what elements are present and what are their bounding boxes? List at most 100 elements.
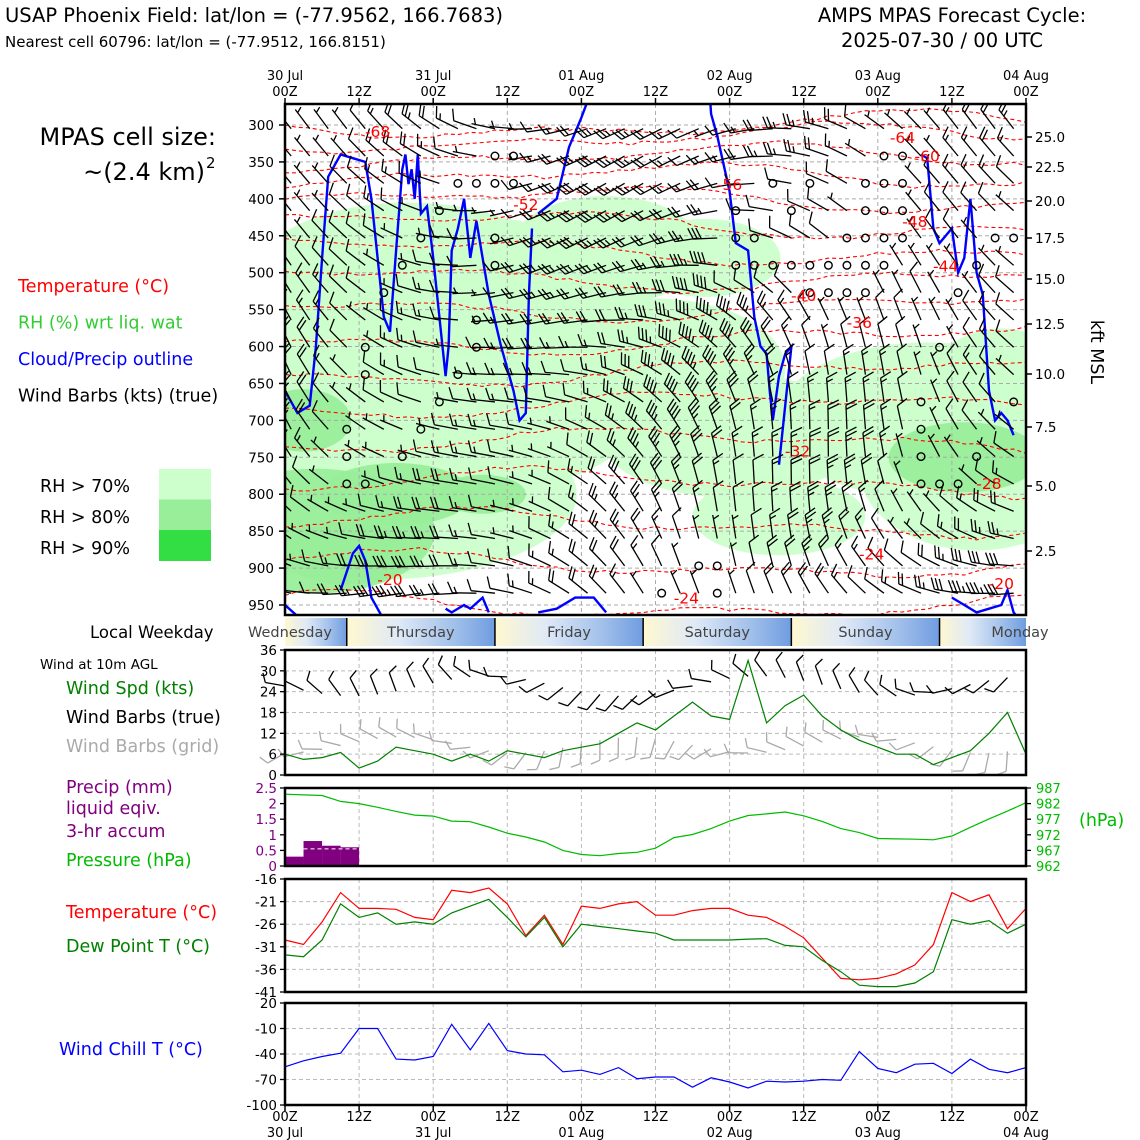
weekday-segment [939,618,1026,646]
wind-barb [789,481,802,512]
bottom-hour-label: 00Z [1013,1110,1039,1125]
wind-barb [912,323,922,348]
wind-barb [396,354,422,376]
calm-marker [898,206,908,216]
wind-barb [978,263,996,294]
wind-barb [923,153,941,184]
wind-barb [983,583,1014,596]
wind-barb [345,266,366,294]
wind-barb [329,318,348,348]
wind-barb [500,261,533,274]
wind-barb [751,426,764,457]
wind-panel-label: Wind Barbs (true) [66,708,221,728]
wind-barb [295,262,311,294]
wind-barb [670,452,682,485]
wind-barb [789,399,802,430]
y-tick-label: 24 [260,685,277,701]
wind-barb [446,228,477,240]
wind-barb [705,370,718,403]
calm-marker [471,315,481,325]
bottom-date-label: 01 Aug [558,1126,604,1140]
wind-barb [507,123,533,130]
y-tick-label: 0.5 [256,843,277,859]
top-hour-label: 12Z [939,85,965,100]
rh-legend-swatch [159,530,211,561]
wind-barb [762,116,792,130]
wind-barb [845,399,858,430]
wind-barb [313,106,329,130]
wind-barb [568,566,588,594]
wind-barb [723,122,755,134]
wind-barb [508,444,533,458]
wind-barb-true [944,683,971,695]
wind-barb [692,273,718,294]
calm-marker [731,233,741,243]
wind-panel-label: Wind Spd (kts) [66,679,194,699]
wind-barb-true [775,651,786,678]
y-tick-label: -31 [255,940,277,956]
wind-barb [843,104,866,130]
y-tick-label: -70 [255,1073,277,1089]
weekday-segment [643,618,792,646]
y-tick-label: 962 [1036,860,1061,875]
wind-barb [787,507,799,539]
wind-barb [519,313,551,325]
wind-barb [879,398,892,430]
wind-barb [769,398,782,430]
wind-barb [395,327,422,348]
calm-marker [508,178,518,188]
wind-barb [880,569,903,594]
y-tick-label: -36 [255,962,277,978]
wind-barb-grid [428,730,452,744]
wind-barb-grid [952,752,972,772]
wind-barb-grid [703,748,730,758]
wind-barb [663,372,681,403]
wind-barb [452,204,477,212]
wind-barb [648,182,681,195]
wind-barb-true [437,655,453,680]
wind-barb [896,370,908,403]
wind-barb [435,106,459,130]
wind-barb [666,398,681,430]
kft-tick-label: 5.0 [1035,479,1056,495]
weekday-segment [285,618,347,646]
y-tick-label: 2 [268,797,277,813]
wind-barb [667,128,699,139]
wind-barb [362,413,385,430]
calm-marker [360,479,370,489]
wind-barb [466,387,496,403]
wind-barb [328,264,348,294]
top-hour-label: 12Z [346,85,372,100]
pressure-tick-label: 900 [248,561,274,577]
wind-barb [556,125,588,137]
wind-barb [974,458,996,485]
wind-barb [879,425,890,457]
wind-barb [564,407,588,430]
wind-barb [467,550,496,567]
wind-barb-grid [744,737,767,753]
weekday-label: Sunday [838,625,893,641]
y-tick-label: 0 [268,859,277,875]
cell-size-label: MPAS cell size: [40,123,216,151]
wind-barb [345,383,366,403]
wind-barb [903,108,922,130]
cloud-outline [444,595,490,614]
wind-barb [418,104,440,130]
calm-marker [935,479,945,489]
wind-barb [883,538,903,567]
wind-barb [301,549,329,567]
wind-barb [365,128,385,157]
kft-tick-label: 22.5 [1035,160,1065,176]
wind-barb [909,261,922,293]
y-tick-label: 36 [260,643,277,659]
wind-barb [978,154,996,184]
calm-marker [898,178,908,188]
wind-barb [415,227,440,239]
temperature-panel: -16 -21 -26 -31 -36 -41 [255,872,1028,1001]
isotherm-label: -48 [902,213,927,231]
precip-bar [340,847,360,866]
wind-barb [295,398,311,430]
wind-barb [540,360,570,376]
calm-marker [749,233,759,243]
wind-barb [807,480,819,512]
